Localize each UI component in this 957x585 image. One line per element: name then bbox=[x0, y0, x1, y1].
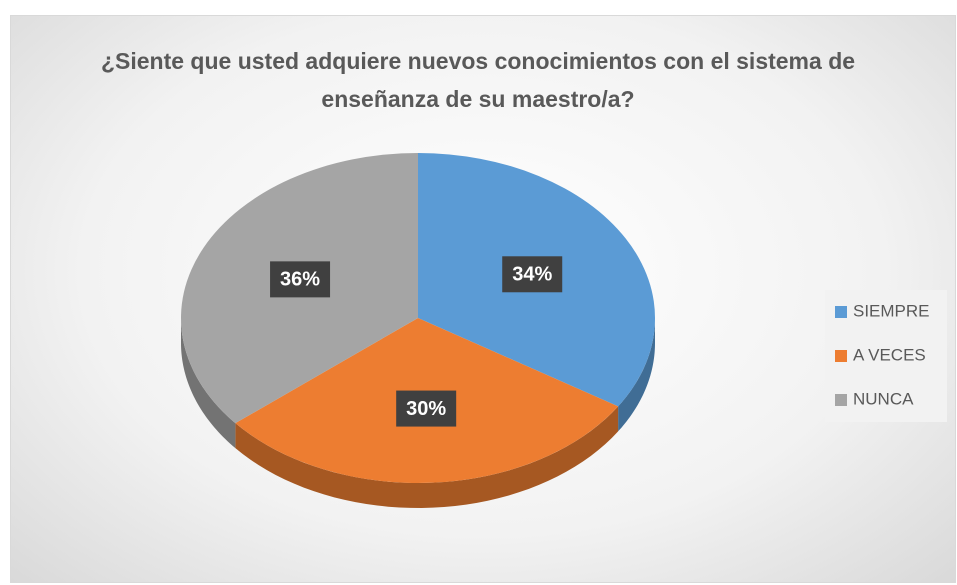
label-box bbox=[502, 256, 563, 293]
pie-side bbox=[181, 318, 236, 449]
legend-label: A VECES bbox=[853, 345, 926, 364]
pie-side bbox=[235, 406, 619, 508]
data-label: 34% bbox=[512, 264, 552, 286]
label-box bbox=[396, 390, 457, 427]
legend-swatch bbox=[835, 350, 847, 362]
legend-swatch bbox=[835, 306, 847, 318]
data-label: 36% bbox=[280, 269, 320, 291]
pie-side bbox=[618, 318, 655, 432]
legend-label: SIEMPRE bbox=[853, 301, 930, 320]
label-box bbox=[270, 261, 331, 298]
chart-title: ¿Siente que usted adquiere nuevos conoci… bbox=[100, 48, 856, 112]
legend-swatch bbox=[835, 394, 847, 406]
legend-label: NUNCA bbox=[853, 389, 914, 408]
data-label: 30% bbox=[406, 398, 446, 420]
